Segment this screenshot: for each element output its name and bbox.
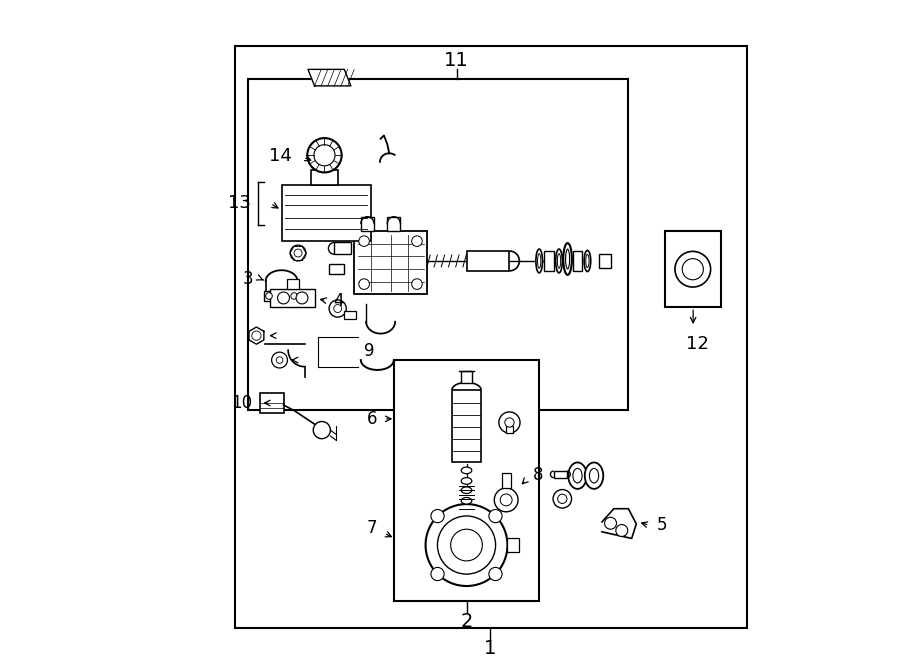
Text: 3: 3 [242,270,253,288]
Circle shape [291,293,297,299]
Circle shape [500,494,512,506]
Circle shape [277,292,290,304]
Circle shape [411,279,422,290]
Circle shape [266,293,273,299]
Ellipse shape [563,243,572,275]
Circle shape [313,422,330,439]
Ellipse shape [585,463,603,489]
Text: 13: 13 [228,194,250,212]
Bar [394,360,539,602]
Circle shape [431,567,445,580]
Ellipse shape [461,478,472,485]
Bar [335,243,351,254]
Circle shape [494,488,518,512]
Ellipse shape [537,254,541,268]
Bar [466,251,509,271]
Ellipse shape [555,249,562,273]
Circle shape [276,357,283,364]
Text: 7: 7 [367,519,377,537]
Text: 2: 2 [460,611,473,631]
Circle shape [682,258,704,280]
Bar [452,390,482,463]
Bar [355,231,427,294]
Bar [311,171,338,185]
Bar [599,254,611,268]
Circle shape [505,418,514,427]
Text: 5: 5 [657,516,667,534]
Polygon shape [602,509,636,539]
Bar [573,251,582,271]
Circle shape [605,518,617,529]
Bar [329,264,344,274]
Ellipse shape [565,249,570,269]
Text: 9: 9 [364,342,374,360]
Circle shape [437,516,496,574]
Bar [248,79,628,410]
Circle shape [252,331,261,340]
Circle shape [489,567,502,580]
Ellipse shape [461,487,472,494]
Text: 8: 8 [533,466,543,484]
Bar [282,185,371,241]
Bar [665,231,721,307]
Circle shape [314,145,335,166]
Bar [544,251,554,271]
Bar [270,289,315,307]
Circle shape [294,249,302,257]
Circle shape [359,279,369,290]
Circle shape [554,490,572,508]
Bar [501,473,511,488]
Bar [361,217,374,231]
Bar [287,279,299,289]
Circle shape [307,138,342,173]
Text: 12: 12 [687,334,709,352]
Circle shape [296,292,308,304]
Circle shape [431,510,445,523]
Circle shape [329,300,346,317]
Text: 1: 1 [483,639,496,658]
Circle shape [489,510,502,523]
Circle shape [290,245,306,261]
Bar [508,539,519,552]
Ellipse shape [586,254,590,268]
Polygon shape [308,69,351,86]
Circle shape [411,236,422,247]
Circle shape [334,305,342,313]
Circle shape [426,504,508,586]
Text: 4: 4 [333,292,344,309]
Bar [235,46,747,628]
Circle shape [272,352,287,368]
Circle shape [499,412,520,433]
Ellipse shape [584,251,590,272]
Ellipse shape [461,498,472,504]
Text: 11: 11 [445,52,469,70]
Bar [506,426,513,433]
Bar [387,217,400,231]
Circle shape [359,236,369,247]
Ellipse shape [557,254,561,268]
Circle shape [616,525,627,537]
Text: 6: 6 [367,410,377,428]
Text: 10: 10 [230,394,252,412]
Ellipse shape [461,467,472,474]
Circle shape [675,251,711,287]
Ellipse shape [568,463,587,489]
Bar [345,311,356,319]
Ellipse shape [573,469,582,483]
Text: 14: 14 [268,147,292,165]
Ellipse shape [536,249,543,273]
Circle shape [558,494,567,504]
Bar [260,393,284,413]
Bar [461,371,472,383]
Ellipse shape [590,469,598,483]
Circle shape [451,529,482,561]
Bar [265,292,300,301]
Bar [554,471,567,478]
